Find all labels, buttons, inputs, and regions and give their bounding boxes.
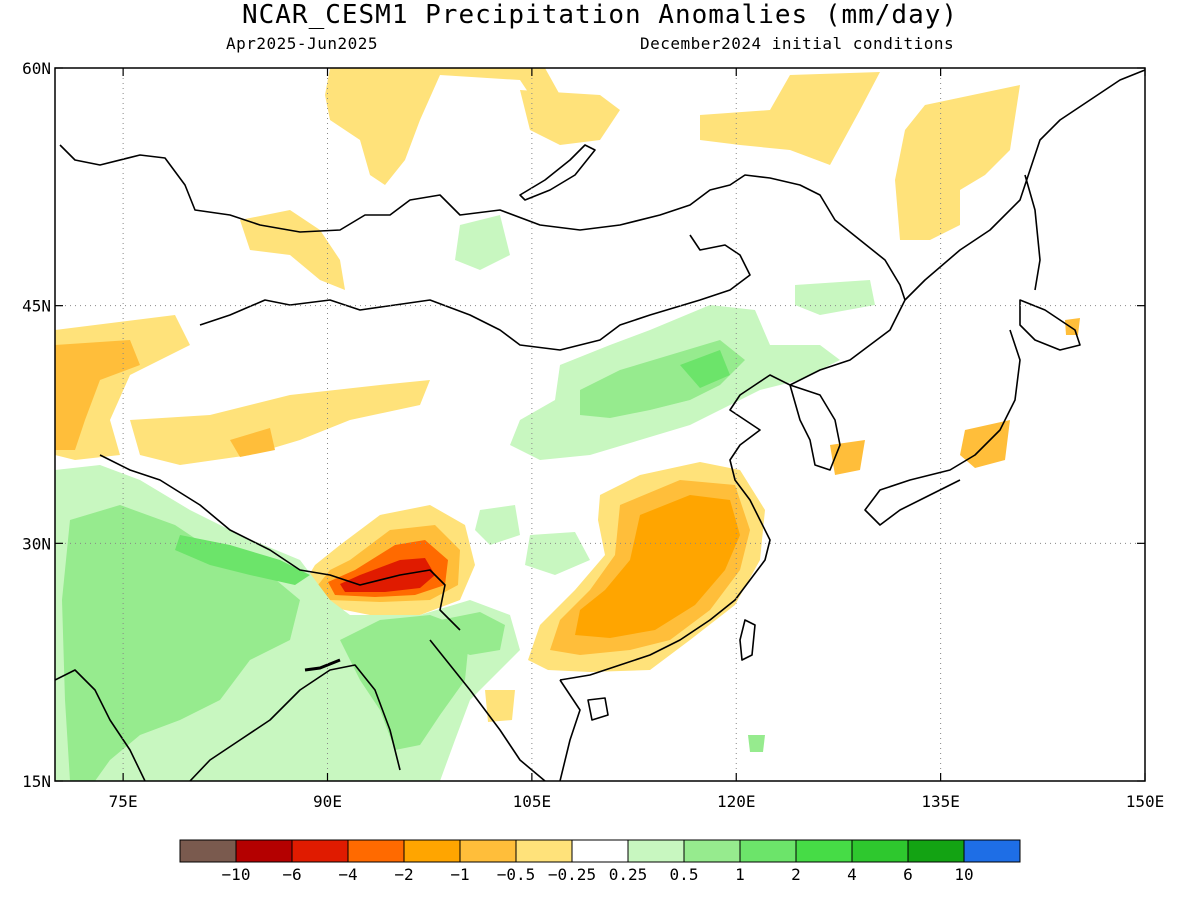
colorbar-label: −1 — [450, 865, 469, 884]
lat-tick-label: 15N — [22, 772, 51, 791]
lon-tick-label: 120E — [717, 792, 756, 811]
bangladesh-coast — [304, 658, 341, 672]
altai-dry-area — [240, 210, 345, 290]
colorbar-swatch — [683, 839, 741, 863]
kamchatka-okhotsk-coast — [904, 69, 1145, 301]
north-china-wet-core — [680, 350, 730, 388]
colorbar-label: −2 — [394, 865, 413, 884]
manchuria-wet-area — [795, 280, 875, 315]
tarim-dry-core — [230, 428, 275, 457]
colorbar-label: 4 — [847, 865, 857, 884]
china-coast — [559, 299, 906, 681]
colorbar-swatch — [347, 839, 405, 863]
colorbar-swatch — [235, 839, 293, 863]
indochina-coast — [429, 639, 546, 781]
philippines-wet-area — [748, 735, 765, 752]
initial-conditions: December2024 initial conditions — [640, 34, 955, 53]
indochina-dry-area — [485, 690, 515, 722]
tibet-border — [99, 454, 461, 631]
axes: 75E 90E 105E 120E 135E 150E 60N 45N 30N 15N — [22, 59, 1164, 811]
colorbar-swatch — [459, 839, 517, 863]
lat-tick-label: 30N — [22, 534, 51, 553]
tarim-dry-band — [130, 380, 430, 465]
colorbar-swatch — [403, 839, 461, 863]
lon-tick-label: 90E — [313, 792, 342, 811]
russia-china-border — [59, 144, 906, 301]
colorbar-label: 6 — [903, 865, 913, 884]
lon-tick-label: 105E — [513, 792, 552, 811]
grid-lines — [55, 68, 1145, 781]
colorbar-label: 0.5 — [670, 865, 699, 884]
colorbar-label: −6 — [282, 865, 301, 884]
lon-tick-label: 150E — [1126, 792, 1165, 811]
map-frame — [54, 67, 1146, 782]
taiwan — [739, 619, 756, 661]
himalaya-wet-strip — [175, 535, 310, 585]
central-asia-dry-core — [55, 340, 140, 450]
coastlines — [55, 69, 1145, 781]
colorbar-label: 2 — [791, 865, 801, 884]
colorbar: −10 −6 −4 −2 −1 −0.5 −0.25 0.25 0.5 1 2 4 6 10 — [179, 839, 1021, 884]
sakhalin — [1024, 174, 1041, 291]
india-coast — [55, 669, 146, 781]
colorbar-label: 10 — [954, 865, 973, 884]
colorbar-swatch — [907, 839, 965, 863]
colorbar-label: 0.25 — [609, 865, 648, 884]
lake-baikal — [519, 144, 596, 201]
lat-tick-label: 60N — [22, 59, 51, 78]
japan-hokkaido — [1019, 299, 1081, 351]
northeast-asia-dry-area — [700, 72, 880, 165]
bay-of-bengal-coast — [189, 664, 401, 781]
japan-honshu — [864, 329, 1021, 526]
siberia-dry-area — [325, 68, 560, 185]
colorbar-label: −10 — [222, 865, 251, 884]
colorbar-swatch — [571, 839, 629, 863]
lat-tick-label: 45N — [22, 297, 51, 316]
china-mongolia-border — [199, 234, 751, 351]
korea-outline — [789, 384, 841, 471]
southeast-china-dry-core — [575, 495, 740, 638]
hainan — [587, 697, 609, 721]
colorbar-swatch — [739, 839, 797, 863]
sichuan-wet-area — [475, 505, 520, 545]
lon-tick-label: 75E — [109, 792, 138, 811]
india-wet-moderate — [62, 505, 300, 781]
anomaly-fields — [55, 68, 1080, 781]
colorbar-swatch — [795, 839, 853, 863]
colorbar-label: 1 — [735, 865, 745, 884]
colorbar-label: −0.5 — [497, 865, 536, 884]
forecast-period: Apr2025-Jun2025 — [226, 34, 378, 53]
colorbar-swatch — [851, 839, 909, 863]
okhotsk-dry-area — [895, 85, 1020, 240]
colorbar-label: −0.25 — [548, 865, 596, 884]
vietnam-coast — [559, 679, 581, 781]
colorbar-swatch — [963, 839, 1021, 863]
colorbar-swatch — [627, 839, 685, 863]
lon-tick-label: 135E — [921, 792, 960, 811]
colorbar-label: −4 — [338, 865, 357, 884]
colorbar-swatch — [291, 839, 349, 863]
map-title: NCAR_CESM1 Precipitation Anomalies (mm/d… — [241, 0, 959, 30]
colorbar-swatch — [179, 839, 237, 863]
colorbar-swatch — [515, 839, 573, 863]
mongolia-wet-area — [455, 215, 510, 270]
hokkaido-dry-area — [1065, 318, 1080, 335]
sichuan-wet-area-2 — [525, 532, 590, 575]
yunnan-wet-area — [440, 612, 505, 655]
siberia-dry-area-2 — [520, 90, 620, 145]
